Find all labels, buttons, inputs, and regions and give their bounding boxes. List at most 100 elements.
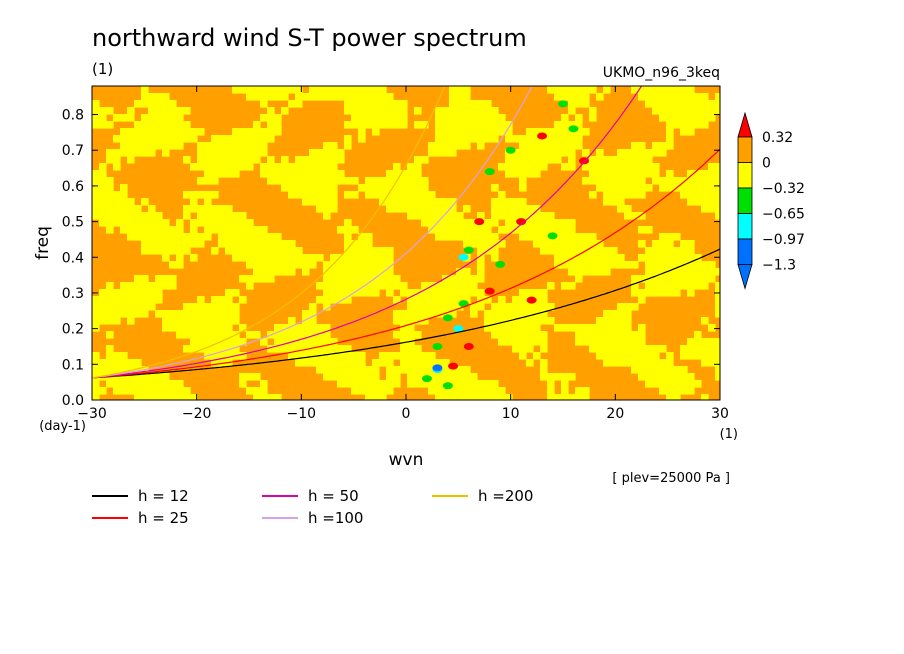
heatmap-cell — [575, 247, 583, 255]
heatmap-cell — [680, 380, 688, 388]
heatmap-cell — [512, 212, 520, 220]
heatmap-cell — [344, 261, 352, 269]
heatmap-cell — [533, 352, 541, 360]
heatmap-cell — [463, 100, 471, 108]
heatmap-cell — [547, 86, 555, 94]
heatmap-cell — [365, 366, 373, 374]
heatmap-cell — [554, 394, 562, 400]
heatmap-cell — [386, 254, 394, 262]
heatmap-cell — [414, 345, 422, 353]
heatmap-cell — [155, 135, 163, 143]
heatmap-cell — [323, 352, 331, 360]
heatmap-cell — [708, 345, 716, 353]
heatmap-cell — [106, 177, 114, 185]
heatmap-cell — [309, 149, 317, 157]
heatmap-cell — [330, 170, 338, 178]
heatmap-cell — [309, 324, 317, 332]
heatmap-cell — [113, 317, 121, 325]
heatmap-cell — [428, 352, 436, 360]
heatmap-cell — [477, 100, 485, 108]
heatmap-cell — [400, 107, 408, 115]
heatmap-cell — [554, 86, 562, 94]
heatmap-cell — [652, 100, 660, 108]
heatmap-cell — [715, 212, 720, 220]
heatmap-cell — [288, 254, 296, 262]
heatmap-cell — [386, 289, 394, 297]
heatmap-cell — [176, 310, 184, 318]
heatmap-cell — [393, 282, 401, 290]
heatmap-cell — [414, 331, 422, 339]
heatmap-cell — [211, 310, 219, 318]
heatmap-cell — [687, 177, 695, 185]
heatmap-cell — [533, 212, 541, 220]
heatmap-cell — [92, 191, 100, 199]
heatmap-cell — [295, 345, 303, 353]
heatmap-cell — [498, 121, 506, 129]
heatmap-cell — [253, 226, 261, 234]
heatmap-cell — [246, 226, 254, 234]
heatmap-cell — [148, 296, 156, 304]
heatmap-cell — [274, 128, 282, 136]
heatmap-cell — [701, 268, 709, 276]
heatmap-cell — [183, 233, 191, 241]
heatmap-cell — [407, 352, 415, 360]
heatmap-cell — [687, 100, 695, 108]
heatmap-cell — [148, 107, 156, 115]
heatmap-cell — [435, 233, 443, 241]
heatmap-cell — [617, 170, 625, 178]
heatmap-cell — [715, 310, 720, 318]
heatmap-cell — [526, 212, 534, 220]
heatmap-cell — [533, 331, 541, 339]
heatmap-cell — [435, 387, 443, 395]
heatmap-cell — [582, 163, 590, 171]
heatmap-cell — [540, 296, 548, 304]
heatmap-cell — [568, 86, 576, 94]
heatmap-cell — [295, 254, 303, 262]
heatmap-cell — [435, 373, 443, 381]
heatmap-cell — [680, 86, 688, 94]
heatmap-cell — [162, 149, 170, 157]
heatmap-cell — [463, 387, 471, 395]
heatmap-cell — [687, 198, 695, 206]
heatmap-cell — [99, 184, 107, 192]
heatmap-cell — [351, 226, 359, 234]
heatmap-cell — [638, 191, 646, 199]
heatmap-cell — [645, 156, 653, 164]
heatmap-cell — [659, 100, 667, 108]
y-tick-label: 0.1 — [62, 357, 84, 373]
heatmap-cell — [400, 366, 408, 374]
heatmap-cell — [358, 107, 366, 115]
heatmap-cell — [267, 107, 275, 115]
heatmap-cell — [106, 121, 114, 129]
heatmap-cell — [477, 268, 485, 276]
heatmap-cell — [134, 205, 142, 213]
heatmap-cell — [568, 324, 576, 332]
heatmap-cell — [470, 100, 478, 108]
heatmap-cell — [155, 296, 163, 304]
heatmap-cell — [232, 86, 240, 94]
heatmap-cell — [239, 163, 247, 171]
heatmap-cell — [505, 198, 513, 206]
heatmap-cell — [211, 170, 219, 178]
heatmap-cell — [148, 100, 156, 108]
heatmap-cell — [155, 226, 163, 234]
heatmap-cell — [631, 261, 639, 269]
heatmap-cell — [715, 366, 720, 374]
heatmap-cell — [701, 261, 709, 269]
heatmap-cell — [386, 359, 394, 367]
heatmap-cell — [715, 163, 720, 171]
heatmap-cell — [365, 268, 373, 276]
heatmap-cell — [323, 345, 331, 353]
heatmap-cell — [92, 380, 100, 388]
heatmap-cell — [218, 219, 226, 227]
heatmap-cell — [365, 177, 373, 185]
heatmap-cell — [337, 345, 345, 353]
heatmap-cell — [631, 275, 639, 283]
heatmap-cell — [379, 86, 387, 94]
heatmap-cell — [148, 219, 156, 227]
heatmap-cell — [701, 121, 709, 129]
heatmap-cell — [372, 191, 380, 199]
heatmap-cell — [680, 121, 688, 129]
heatmap-cell — [267, 177, 275, 185]
heatmap-cell — [288, 170, 296, 178]
